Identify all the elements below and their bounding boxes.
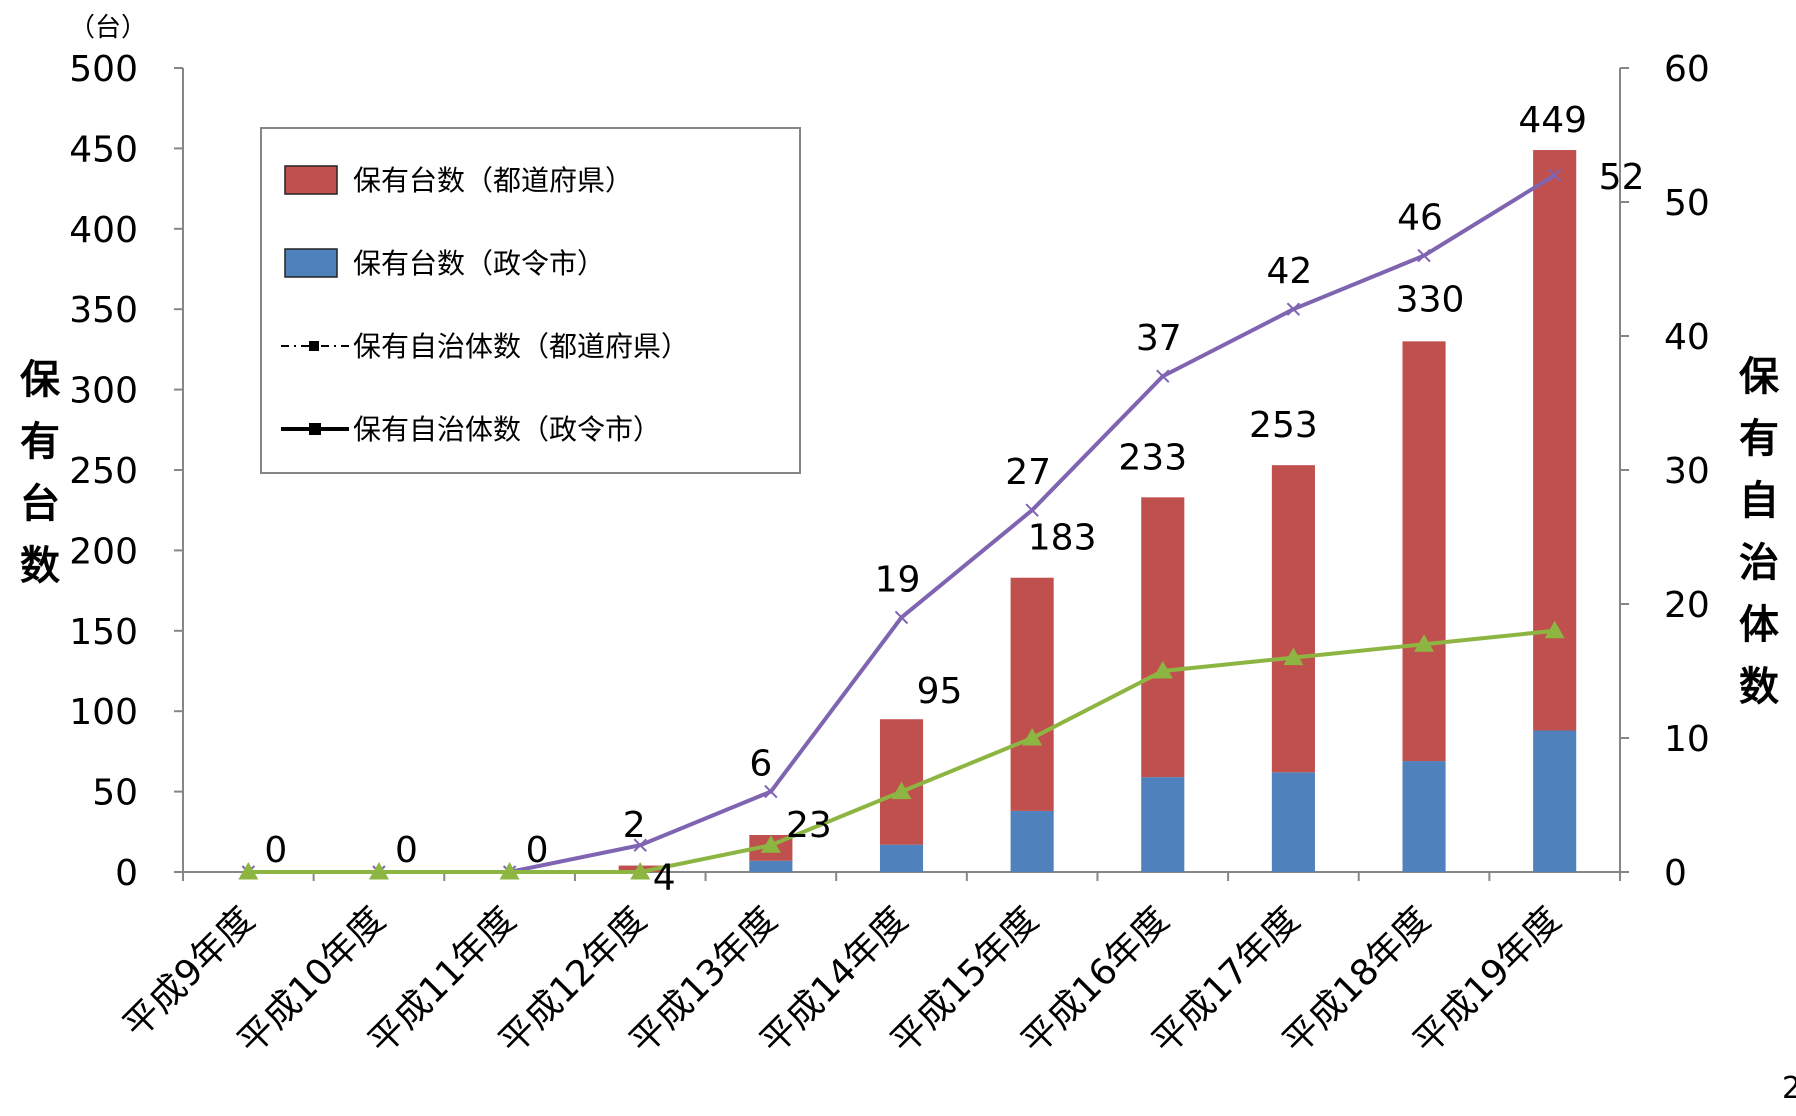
bar-total-label: 95 bbox=[917, 671, 963, 712]
left-tick-label: 450 bbox=[69, 129, 138, 170]
bar-seirei bbox=[1141, 777, 1185, 872]
marker-todofuken bbox=[1286, 302, 1301, 316]
bar-total-label: 4 bbox=[653, 858, 676, 899]
legend-swatch bbox=[284, 165, 338, 195]
bars bbox=[618, 150, 1577, 872]
marker-todofuken bbox=[1547, 168, 1562, 182]
line-data-label: 0 bbox=[395, 830, 418, 871]
line-data-label: 42 bbox=[1267, 251, 1313, 292]
marker-todofuken bbox=[1025, 503, 1039, 517]
bar-todofuken bbox=[1402, 341, 1446, 762]
page-number: 2 bbox=[1782, 1071, 1796, 1106]
marker-seirei bbox=[1283, 647, 1304, 666]
marker-seirei bbox=[1152, 661, 1173, 679]
left-axis-title-char: 台 bbox=[20, 481, 60, 527]
left-tick-label: 300 bbox=[69, 371, 138, 412]
line-data-label: 52 bbox=[1599, 157, 1645, 198]
line-data-label: 6 bbox=[749, 744, 772, 785]
right-tick-label: 50 bbox=[1664, 183, 1710, 224]
left-tick-label: 500 bbox=[69, 49, 138, 90]
legend-swatch bbox=[284, 248, 338, 278]
bar-seirei bbox=[1010, 810, 1054, 872]
left-tick-label: 250 bbox=[69, 451, 138, 492]
marker-todofuken bbox=[894, 610, 909, 625]
bar-todofuken bbox=[1010, 577, 1054, 811]
bar-total-label: 233 bbox=[1118, 437, 1187, 478]
right-tick-label: 40 bbox=[1664, 317, 1710, 358]
right-axis-title-char: 有 bbox=[1739, 416, 1779, 462]
bar-seirei bbox=[1402, 761, 1446, 872]
bar-seirei bbox=[1533, 730, 1577, 872]
right-tick-label: 60 bbox=[1664, 49, 1710, 90]
left-axis-title-char: 保 bbox=[20, 357, 61, 403]
left-axis-title-char: 数 bbox=[20, 543, 60, 589]
marker-seirei bbox=[760, 835, 781, 853]
legend-box bbox=[260, 127, 801, 474]
legend-label: 保有台数（政令市） bbox=[353, 247, 605, 280]
marker-seirei bbox=[1414, 634, 1435, 652]
bar-total-label: 183 bbox=[1028, 518, 1097, 559]
marker-todofuken bbox=[1156, 369, 1170, 383]
right-tick-label: 20 bbox=[1664, 585, 1710, 626]
left-tick-label: 150 bbox=[69, 612, 138, 653]
marker-seirei bbox=[1022, 728, 1043, 746]
bar-seirei bbox=[1271, 772, 1315, 872]
right-axis-title-char: 治 bbox=[1739, 540, 1779, 586]
marker-seirei bbox=[238, 862, 259, 880]
left-tick-label: 400 bbox=[69, 210, 138, 251]
left-tick-label: 0 bbox=[115, 853, 138, 894]
bar-seirei bbox=[879, 844, 924, 872]
lines bbox=[238, 168, 1565, 880]
marker-seirei bbox=[368, 862, 389, 880]
left-tick-label: 50 bbox=[92, 773, 138, 814]
line-data-label: 2 bbox=[623, 805, 646, 846]
bar-todofuken bbox=[1141, 497, 1185, 778]
line-data-label: 27 bbox=[1005, 452, 1051, 493]
data-labels: 0 0 0 2 6 19 27 37 42 46 52 4 23 95 183 233 253 330 449 bbox=[264, 100, 1644, 899]
left-axis-unit: （台） bbox=[69, 13, 147, 43]
right-axis-title-char: 数 bbox=[1739, 664, 1779, 710]
right-tick-label: 30 bbox=[1664, 451, 1710, 492]
marker-todofuken bbox=[1417, 248, 1431, 263]
left-tick-label: 200 bbox=[69, 531, 138, 572]
line-data-label: 19 bbox=[875, 559, 921, 600]
left-axis-title-char: 有 bbox=[20, 419, 60, 465]
right-axis-title-char: 保 bbox=[1739, 354, 1780, 400]
right-tick-label: 0 bbox=[1664, 853, 1687, 894]
legend-label: 保有台数（都道府県） bbox=[353, 164, 633, 197]
marker-seirei bbox=[630, 862, 651, 880]
legend-marker bbox=[309, 341, 319, 351]
left-tick-label: 350 bbox=[69, 290, 138, 331]
left-tick-label: 100 bbox=[69, 692, 138, 733]
bar-total-label: 23 bbox=[786, 805, 832, 846]
line-data-label: 37 bbox=[1136, 318, 1182, 359]
line-data-label: 46 bbox=[1397, 198, 1443, 239]
bar-todofuken bbox=[1271, 465, 1315, 773]
legend-label: 保有自治体数（政令市） bbox=[353, 413, 661, 446]
bar-seirei bbox=[749, 860, 793, 872]
marker-todofuken bbox=[633, 838, 647, 852]
bar-total-label: 449 bbox=[1518, 100, 1587, 141]
legend-label: 保有自治体数（都道府県） bbox=[353, 330, 689, 363]
right-tick-label: 10 bbox=[1664, 719, 1710, 760]
bar-total-label: 330 bbox=[1396, 279, 1465, 320]
marker-seirei bbox=[891, 781, 912, 800]
marker-seirei bbox=[499, 862, 520, 880]
right-axis-title-char: 体 bbox=[1739, 602, 1779, 648]
bar-todofuken bbox=[1533, 150, 1577, 731]
bar-total-label: 253 bbox=[1249, 405, 1318, 446]
axes: 0501001502002503003504004505000102030405… bbox=[20, 13, 1780, 1063]
line-data-label: 0 bbox=[526, 830, 549, 871]
legend: 保有台数（都道府県） 保有台数（政令市） 保有自治体数（都道府県） 保有自治体数（政令… bbox=[260, 127, 801, 474]
legend-marker bbox=[309, 423, 321, 435]
right-axis-title-char: 自 bbox=[1739, 478, 1779, 524]
line-data-label: 0 bbox=[264, 830, 287, 871]
marker-seirei bbox=[1544, 620, 1565, 639]
marker-todofuken bbox=[764, 784, 778, 799]
